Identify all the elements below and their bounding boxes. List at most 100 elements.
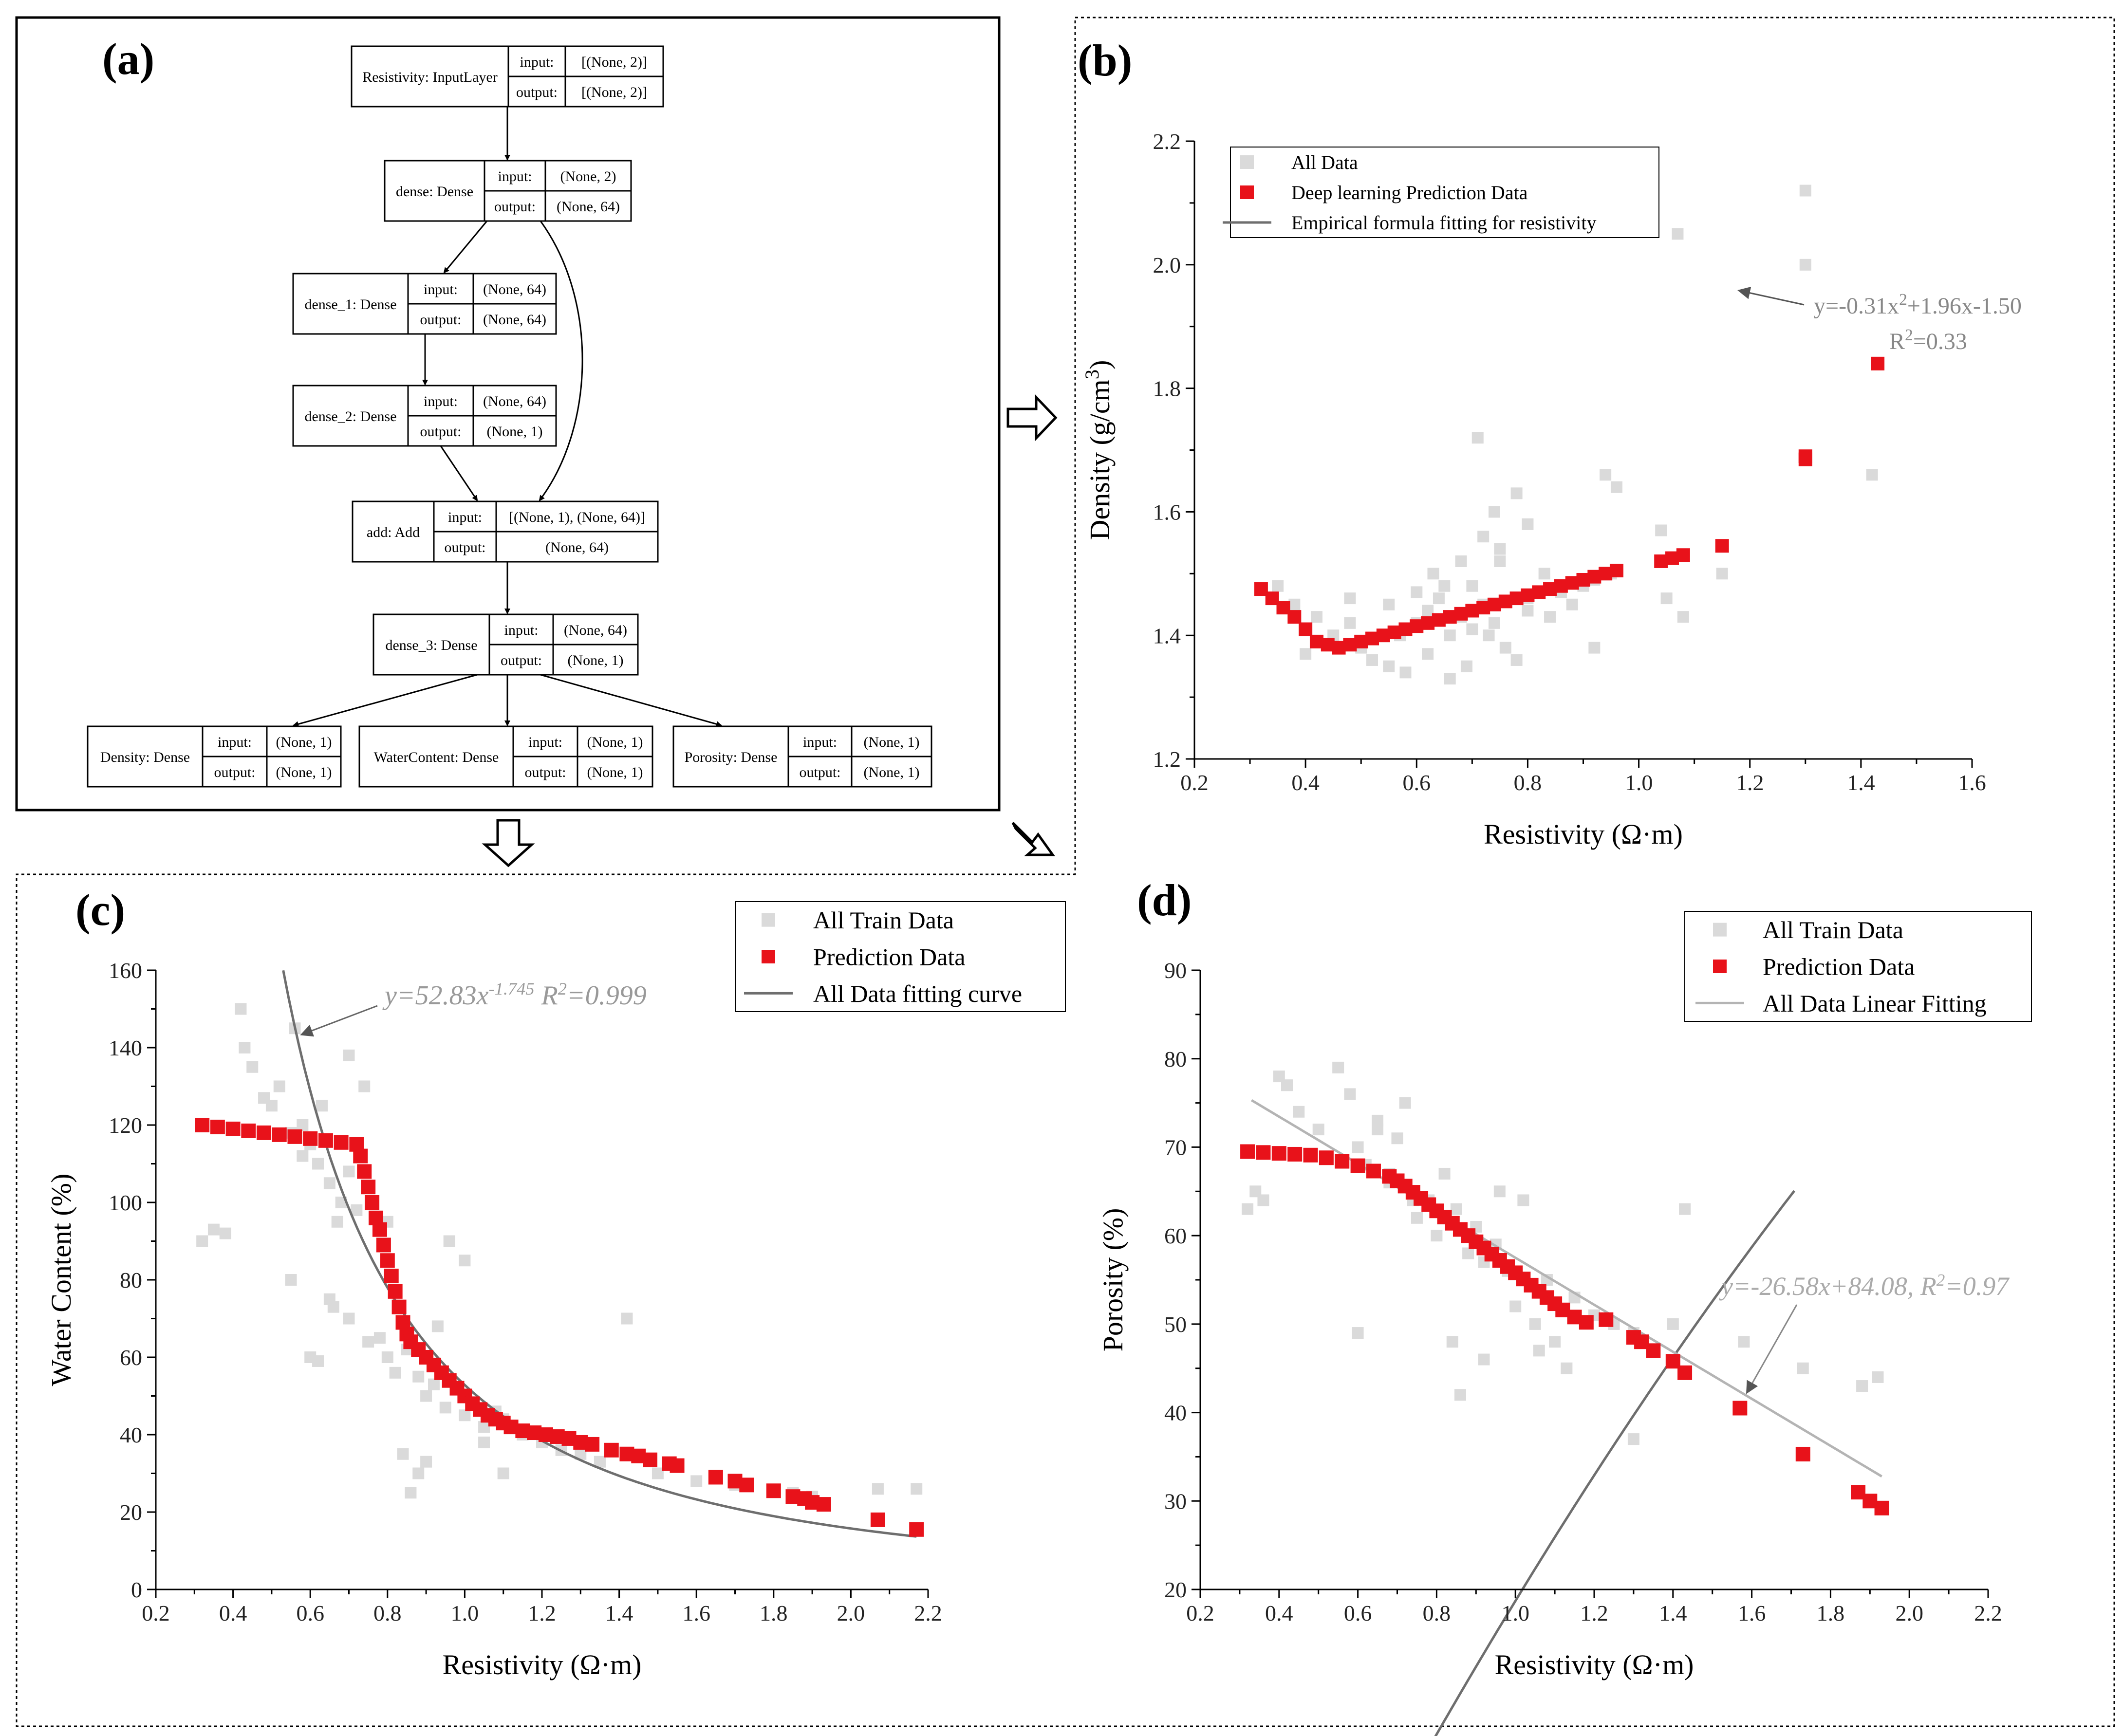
all-data-point — [1627, 1433, 1639, 1445]
prediction-point — [272, 1127, 287, 1142]
all-data-point — [1610, 481, 1622, 493]
all-data-point — [1444, 673, 1456, 685]
all-data-point — [1667, 1318, 1679, 1330]
y-tick-label: 1.6 — [1153, 500, 1181, 525]
all-data-point — [1444, 629, 1456, 642]
all-data-point — [1352, 1327, 1364, 1339]
all-data-point — [1312, 1124, 1324, 1136]
edge-arrow — [440, 445, 478, 501]
node-porosity: Porosity: Dense input: output: (None, 1) (No… — [672, 725, 932, 788]
all-data-point — [316, 1100, 328, 1112]
node-name: dense_3: Dense — [385, 637, 477, 653]
all-data-point — [1300, 648, 1312, 660]
all-data-point — [1332, 1061, 1344, 1073]
edge-arrow — [443, 221, 488, 274]
all-data-point — [1522, 605, 1534, 617]
node-input-label: input: — [504, 622, 538, 638]
all-data-point — [1510, 654, 1523, 666]
y-tick-label: 40 — [1164, 1401, 1187, 1425]
fit-curve-series — [1434, 1190, 1795, 1736]
panel-label: (d) — [1137, 875, 1192, 925]
y-tick-label: 1.2 — [1153, 747, 1181, 772]
node-resistivity: Resistivity: InputLayer input: output: [(No… — [351, 45, 664, 108]
x-tick-label: 0.2 — [1180, 770, 1209, 795]
axes: 0.2 0.4 0.6 0.8 1.0 1.2 1.4 1.6 1.8 2.0 2.2 20 30 40 5… — [1164, 958, 2002, 1625]
all-data-point — [285, 1274, 297, 1286]
legend: All Train Data Prediction Data All Data Li… — [1684, 911, 2032, 1022]
node-input-shape: (None, 2) — [560, 168, 616, 185]
prediction-series — [1240, 1144, 1889, 1515]
x-tick-label: 0.8 — [373, 1601, 402, 1625]
all-data-point — [265, 1100, 278, 1112]
prediction-series — [1254, 356, 1885, 655]
all-data-point — [1488, 506, 1500, 518]
legend-label: All Data Linear Fitting — [1763, 990, 1987, 1017]
all-data-point — [219, 1227, 231, 1239]
y-axis-title: Density (g/cm3) — [1081, 360, 1116, 540]
legend: All Data Deep learning Prediction Data Emp… — [1223, 147, 1659, 238]
all-data-point — [1872, 1371, 1884, 1383]
all-data-point — [1438, 580, 1451, 592]
prediction-point — [225, 1121, 241, 1136]
prediction-point — [1795, 1446, 1810, 1461]
panel-label: (b) — [1078, 36, 1132, 85]
prediction-point — [361, 1180, 376, 1195]
y-tick-label: 60 — [1164, 1223, 1187, 1248]
arrow-right-icon — [1006, 394, 1058, 442]
panel-b-frame — [16, 17, 2115, 1727]
all-data-point — [1494, 555, 1506, 567]
legend-label: All Data — [1291, 151, 1358, 173]
prediction-point — [257, 1125, 272, 1140]
fit-r2: R2=0.33 — [1889, 326, 1967, 355]
legend-box — [1230, 147, 1659, 238]
all-data-point — [1288, 598, 1301, 610]
all-data-point — [389, 1367, 401, 1379]
node-input-shape: (None, 64) — [483, 281, 546, 297]
node-dense_1: dense_1: Dense input: output: (None, 64) (No… — [292, 273, 557, 335]
y-tick-label: 20 — [120, 1500, 142, 1525]
prediction-point — [870, 1512, 885, 1527]
all-data-point — [1588, 642, 1601, 654]
all-data-point — [1488, 617, 1500, 629]
all-data-point — [1391, 1132, 1403, 1145]
all-data-point — [246, 1061, 259, 1073]
all-data-point — [331, 1216, 343, 1228]
node-input-shape: (None, 64) — [564, 622, 627, 638]
all-data-series — [1242, 1061, 1884, 1445]
all-data-point — [1293, 1106, 1305, 1118]
all-data-point — [1716, 568, 1728, 580]
equation-pointer-arrow — [1746, 1304, 1798, 1394]
x-tick-label: 0.6 — [1403, 770, 1431, 795]
x-tick-label: 0.8 — [1423, 1601, 1451, 1625]
x-tick-label: 1.4 — [1659, 1601, 1687, 1625]
legend-label: All Train Data — [1763, 916, 1903, 943]
node-input-label: input: — [218, 734, 252, 750]
x-tick-label: 2.2 — [914, 1601, 942, 1625]
all-data-point — [1866, 469, 1878, 481]
y-tick-label: 160 — [109, 958, 142, 983]
x-axis-title: Resistivity (Ω·m) — [1495, 1649, 1694, 1681]
axes: 0.2 0.4 0.6 0.8 1.0 1.2 1.4 1.6 1.2 1.4 1.6 1.8 2.0 2… — [1153, 129, 1986, 795]
all-data-point — [1272, 580, 1284, 592]
x-tick-label: 0.8 — [1514, 770, 1542, 795]
node-input-label: input: — [424, 281, 458, 297]
node-output-label: output: — [501, 652, 542, 668]
prediction-point — [372, 1222, 387, 1237]
node-name: add: Add — [367, 524, 420, 540]
all-data-point — [1466, 623, 1478, 635]
node-name: Density: Dense — [100, 749, 190, 765]
x-tick-label: 1.2 — [528, 1601, 556, 1625]
node-watercontent: WaterContent: Dense input: output: (None, 1… — [358, 725, 653, 788]
all-data-point — [273, 1080, 285, 1092]
all-data-point — [1344, 1088, 1356, 1100]
all-data-point — [1600, 469, 1612, 481]
all-data-point — [1799, 259, 1811, 271]
x-tick-label: 1.6 — [1738, 1601, 1766, 1625]
prediction-point — [1646, 1343, 1661, 1358]
node-output-shape: (None, 1) — [568, 652, 624, 668]
all-data-point — [1399, 666, 1412, 679]
all-data-point — [1738, 1336, 1750, 1348]
node-output-shape: (None, 1) — [487, 424, 543, 440]
all-data-point — [1438, 1167, 1451, 1180]
prediction-point — [1303, 1147, 1318, 1163]
